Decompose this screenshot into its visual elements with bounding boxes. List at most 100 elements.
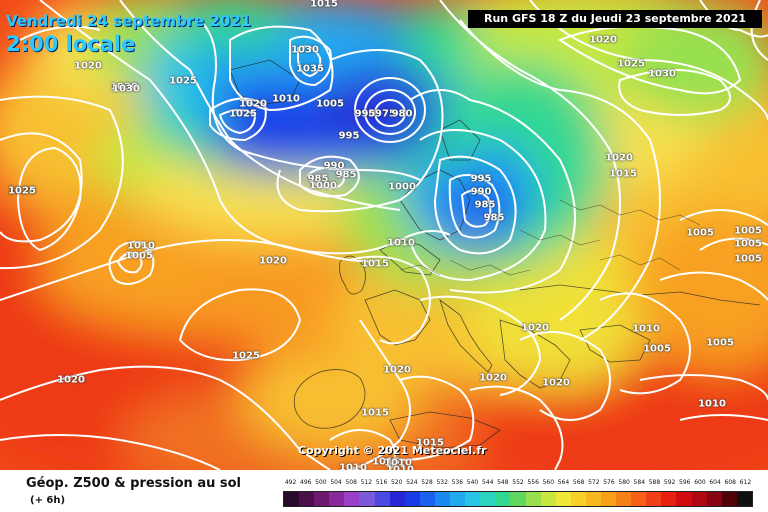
- pressure-label: 1025: [169, 75, 197, 87]
- scale-tick-label: 572: [588, 479, 600, 486]
- scale-swatch: [525, 492, 541, 506]
- scale-tick-label: 500: [315, 479, 327, 486]
- pressure-label: 1025: [8, 185, 36, 197]
- pressure-label: 990: [354, 108, 376, 120]
- scale-swatch: [676, 492, 692, 506]
- pressure-label: 1015: [416, 437, 444, 449]
- scale-swatch: [374, 492, 390, 506]
- scale-tick-label: 556: [527, 479, 539, 486]
- scale-swatch: [434, 492, 451, 506]
- pressure-label: 1020: [239, 98, 267, 110]
- weather-map: [0, 0, 768, 470]
- pressure-label: 1005: [734, 238, 762, 250]
- scale-tick-label: 608: [724, 479, 736, 486]
- model-run-banner: Run GFS 18 Z du Jeudi 23 septembre 2021: [468, 10, 762, 28]
- scale-swatch: [706, 492, 722, 506]
- scale-swatch: [344, 492, 360, 506]
- pressure-label: 1010: [339, 462, 367, 474]
- pressure-label: 1020: [57, 374, 85, 386]
- scale-swatch: [646, 492, 662, 506]
- pressure-label: 985: [335, 169, 357, 181]
- pressure-label: 1020: [8, 185, 36, 197]
- pressure-label: 1010: [698, 398, 726, 410]
- scale-swatch: [480, 492, 496, 506]
- pressure-label: 1020: [259, 255, 287, 267]
- scale-tick-label: 588: [648, 479, 661, 486]
- scale-swatch: [691, 492, 707, 506]
- scale-tick-label: 504: [330, 479, 342, 486]
- pressure-label: 1030: [291, 44, 319, 56]
- pressure-label: 1005: [706, 337, 734, 349]
- pressure-label: 1005: [316, 98, 344, 110]
- borders: [399, 199, 701, 276]
- scale-tick-label: 524: [406, 479, 418, 486]
- geopotential-field: [0, 0, 768, 470]
- forecast-time: 2:00 locale: [6, 32, 136, 56]
- scale-tick-label: 568: [572, 479, 585, 486]
- pressure-label: 1010: [127, 240, 155, 252]
- pressure-label: 1010: [384, 457, 412, 469]
- pressure-label: 1000: [309, 180, 337, 192]
- scale-swatch: [284, 492, 300, 506]
- scale-tick-label: 592: [663, 479, 676, 486]
- scale-tick-label: 600: [694, 479, 706, 486]
- scale-tick-label: 540: [466, 479, 479, 486]
- scale-tick-label: 536: [451, 479, 464, 486]
- pressure-label: 1005: [734, 253, 762, 265]
- pressure-label: 1000: [388, 181, 416, 193]
- scale-swatch: [510, 492, 526, 506]
- pressure-label: 1020: [605, 152, 633, 164]
- scale-swatch: [736, 492, 752, 506]
- scale-swatch: [404, 492, 420, 506]
- pressure-label: 985: [483, 212, 505, 224]
- scale-tick-label: 516: [375, 479, 388, 486]
- scale-tick-label: 496: [300, 479, 312, 486]
- pressure-label: 1030: [648, 68, 676, 80]
- pressure-label: 1035: [296, 63, 324, 75]
- scale-swatch: [555, 492, 571, 506]
- pressure-label: 1025: [229, 108, 257, 120]
- pressure-label: 1005: [643, 343, 671, 355]
- scale-swatch: [465, 492, 481, 506]
- scale-tick-label: 576: [603, 479, 615, 486]
- isobars: [0, 0, 768, 470]
- scale-tick-label: 492: [284, 479, 297, 486]
- scale-swatch: [299, 492, 315, 506]
- scale-tick-label: 532: [436, 479, 448, 486]
- scale-tick-label: 520: [390, 479, 403, 486]
- pressure-label: 1020: [542, 377, 570, 389]
- pressure-label: 1015: [372, 456, 400, 468]
- scale-tick-label: 508: [345, 479, 357, 486]
- pressure-label: 990: [323, 160, 345, 172]
- scale-tick-label: 612: [739, 479, 752, 486]
- pressure-label: 1005: [686, 227, 714, 239]
- scale-tick-label: 512: [360, 479, 373, 486]
- scale-swatch: [631, 492, 647, 506]
- scale-swatch: [600, 492, 617, 506]
- scale-swatch: [661, 492, 677, 506]
- scale-tick-label: 584: [633, 479, 646, 486]
- forecast-date: Vendredi 24 septembre 2021: [6, 12, 252, 30]
- scale-tick-label: 552: [512, 479, 524, 486]
- scale-tick-label: 604: [709, 479, 721, 486]
- pressure-label: 1020: [589, 34, 617, 46]
- scale-swatch: [570, 492, 586, 506]
- color-scale-bar: [283, 491, 753, 507]
- pressure-label: 995: [470, 173, 492, 185]
- legend-subtitle: (+ 6h): [30, 495, 66, 506]
- pressure-label: 1020: [521, 322, 549, 334]
- pressure-label: 1020: [479, 372, 507, 384]
- scale-swatch: [540, 492, 556, 506]
- scale-swatch: [419, 492, 435, 506]
- pressure-label: 1010: [272, 93, 300, 105]
- pressure-label: 5975: [368, 108, 396, 120]
- scale-tick-label: 528: [421, 479, 433, 486]
- pressure-label: 990: [470, 186, 492, 198]
- pressure-label: 1005: [734, 225, 762, 237]
- pressure-label: 985: [474, 199, 496, 211]
- scale-tick-label: 580: [618, 479, 630, 486]
- scale-tick-label: 544: [481, 479, 494, 486]
- scale-swatch: [314, 492, 330, 506]
- scale-tick-label: 560: [542, 479, 555, 486]
- pressure-label: 1015: [361, 407, 389, 419]
